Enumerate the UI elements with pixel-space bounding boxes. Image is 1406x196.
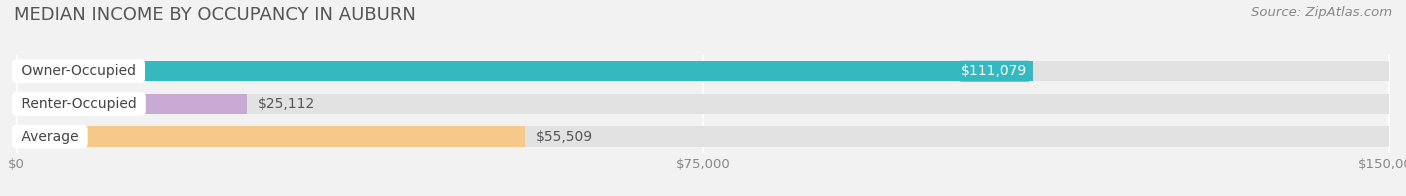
Bar	[17, 61, 1389, 81]
Bar	[17, 94, 246, 114]
Text: Owner-Occupied: Owner-Occupied	[17, 64, 141, 78]
Bar	[17, 126, 1389, 147]
Text: Source: ZipAtlas.com: Source: ZipAtlas.com	[1251, 6, 1392, 19]
Text: $111,079: $111,079	[962, 64, 1028, 78]
Bar	[17, 126, 524, 147]
Text: Renter-Occupied: Renter-Occupied	[17, 97, 141, 111]
Text: $25,112: $25,112	[257, 97, 315, 111]
Text: Average: Average	[17, 130, 83, 143]
Bar	[17, 61, 1033, 81]
Text: $55,509: $55,509	[536, 130, 593, 143]
Bar	[17, 94, 1389, 114]
Text: MEDIAN INCOME BY OCCUPANCY IN AUBURN: MEDIAN INCOME BY OCCUPANCY IN AUBURN	[14, 6, 416, 24]
